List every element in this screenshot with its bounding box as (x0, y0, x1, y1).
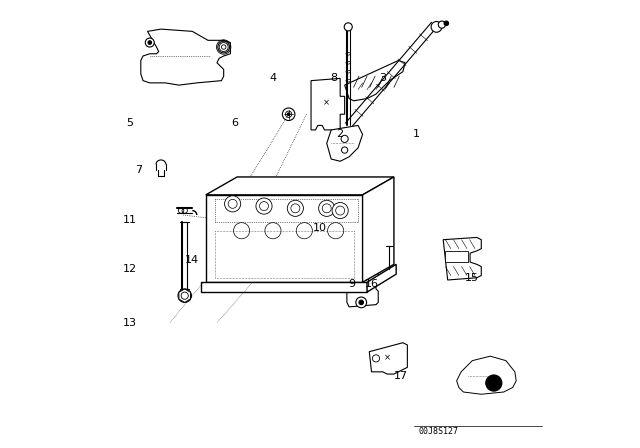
Text: 16: 16 (365, 280, 378, 289)
Circle shape (372, 355, 380, 362)
Text: 7: 7 (135, 165, 142, 175)
Circle shape (265, 223, 281, 239)
Text: 10: 10 (313, 224, 327, 233)
Polygon shape (179, 289, 191, 302)
Text: 5: 5 (126, 118, 133, 128)
Polygon shape (141, 29, 230, 85)
Polygon shape (367, 264, 396, 292)
Circle shape (344, 23, 352, 31)
Circle shape (332, 202, 348, 219)
Text: 14: 14 (185, 255, 200, 265)
Text: 15: 15 (465, 273, 479, 283)
Circle shape (291, 204, 300, 213)
Text: 11: 11 (123, 215, 136, 224)
Polygon shape (362, 177, 394, 282)
Polygon shape (344, 60, 405, 101)
Polygon shape (443, 237, 481, 280)
Circle shape (486, 375, 502, 391)
Circle shape (148, 41, 152, 44)
Polygon shape (201, 282, 367, 292)
Polygon shape (326, 125, 362, 161)
Polygon shape (205, 177, 394, 195)
Circle shape (431, 22, 442, 32)
Circle shape (361, 190, 366, 195)
Text: 4: 4 (269, 73, 276, 83)
Circle shape (287, 200, 303, 216)
Circle shape (228, 199, 237, 208)
Circle shape (296, 223, 312, 239)
Text: 00J8S127: 00J8S127 (419, 427, 458, 436)
Polygon shape (205, 195, 362, 282)
Circle shape (287, 113, 290, 116)
Circle shape (322, 204, 332, 213)
Polygon shape (344, 258, 378, 307)
Bar (310, 222, 333, 239)
Circle shape (225, 196, 241, 212)
Text: 8: 8 (330, 73, 337, 83)
Bar (445, 251, 468, 262)
Polygon shape (311, 78, 344, 130)
Text: 12: 12 (122, 264, 137, 274)
Text: 1: 1 (413, 129, 420, 139)
Text: 6: 6 (232, 118, 238, 128)
Circle shape (282, 108, 295, 121)
Circle shape (234, 223, 250, 239)
Circle shape (335, 206, 344, 215)
Circle shape (359, 300, 364, 305)
Circle shape (145, 38, 154, 47)
Circle shape (218, 41, 230, 53)
Circle shape (256, 198, 272, 214)
Circle shape (342, 147, 348, 153)
Circle shape (319, 200, 335, 216)
Circle shape (438, 21, 445, 28)
Text: 3: 3 (380, 73, 386, 83)
Circle shape (178, 289, 191, 302)
Text: 9: 9 (348, 280, 355, 289)
Circle shape (341, 135, 348, 142)
Circle shape (285, 111, 292, 117)
Polygon shape (369, 343, 407, 374)
Circle shape (260, 202, 269, 211)
Circle shape (328, 223, 344, 239)
Polygon shape (457, 356, 516, 394)
Text: 17: 17 (394, 371, 408, 381)
Text: 2: 2 (337, 129, 344, 139)
Circle shape (181, 292, 188, 299)
Text: ×: × (323, 99, 330, 108)
Circle shape (444, 21, 449, 26)
Circle shape (356, 297, 367, 308)
Text: 13: 13 (123, 318, 136, 327)
Text: ×: × (384, 353, 390, 362)
